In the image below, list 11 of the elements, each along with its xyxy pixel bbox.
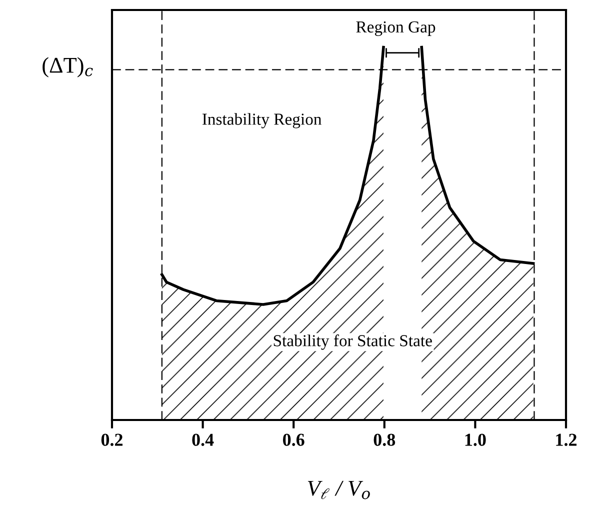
y-axis-title: (ΔT)$_{c}$ <box>42 57 93 78</box>
annotation: Instability Region <box>202 113 322 128</box>
x-tick-label: 1.0 <box>465 434 486 446</box>
x-tick-label: 0.4 <box>192 434 214 446</box>
x-tick-label: 0.6 <box>283 434 304 446</box>
annotation: Stability for Static State <box>274 334 432 350</box>
x-axis-title: V$_{ℓ}$ / V$_{o}$ <box>308 480 370 500</box>
x-tick-label: 0.8 <box>374 434 396 446</box>
x-tick-label: 0.2 <box>101 434 123 446</box>
x-tick-label: 1.2 <box>556 434 577 446</box>
text: Region Gap <box>356 21 436 36</box>
